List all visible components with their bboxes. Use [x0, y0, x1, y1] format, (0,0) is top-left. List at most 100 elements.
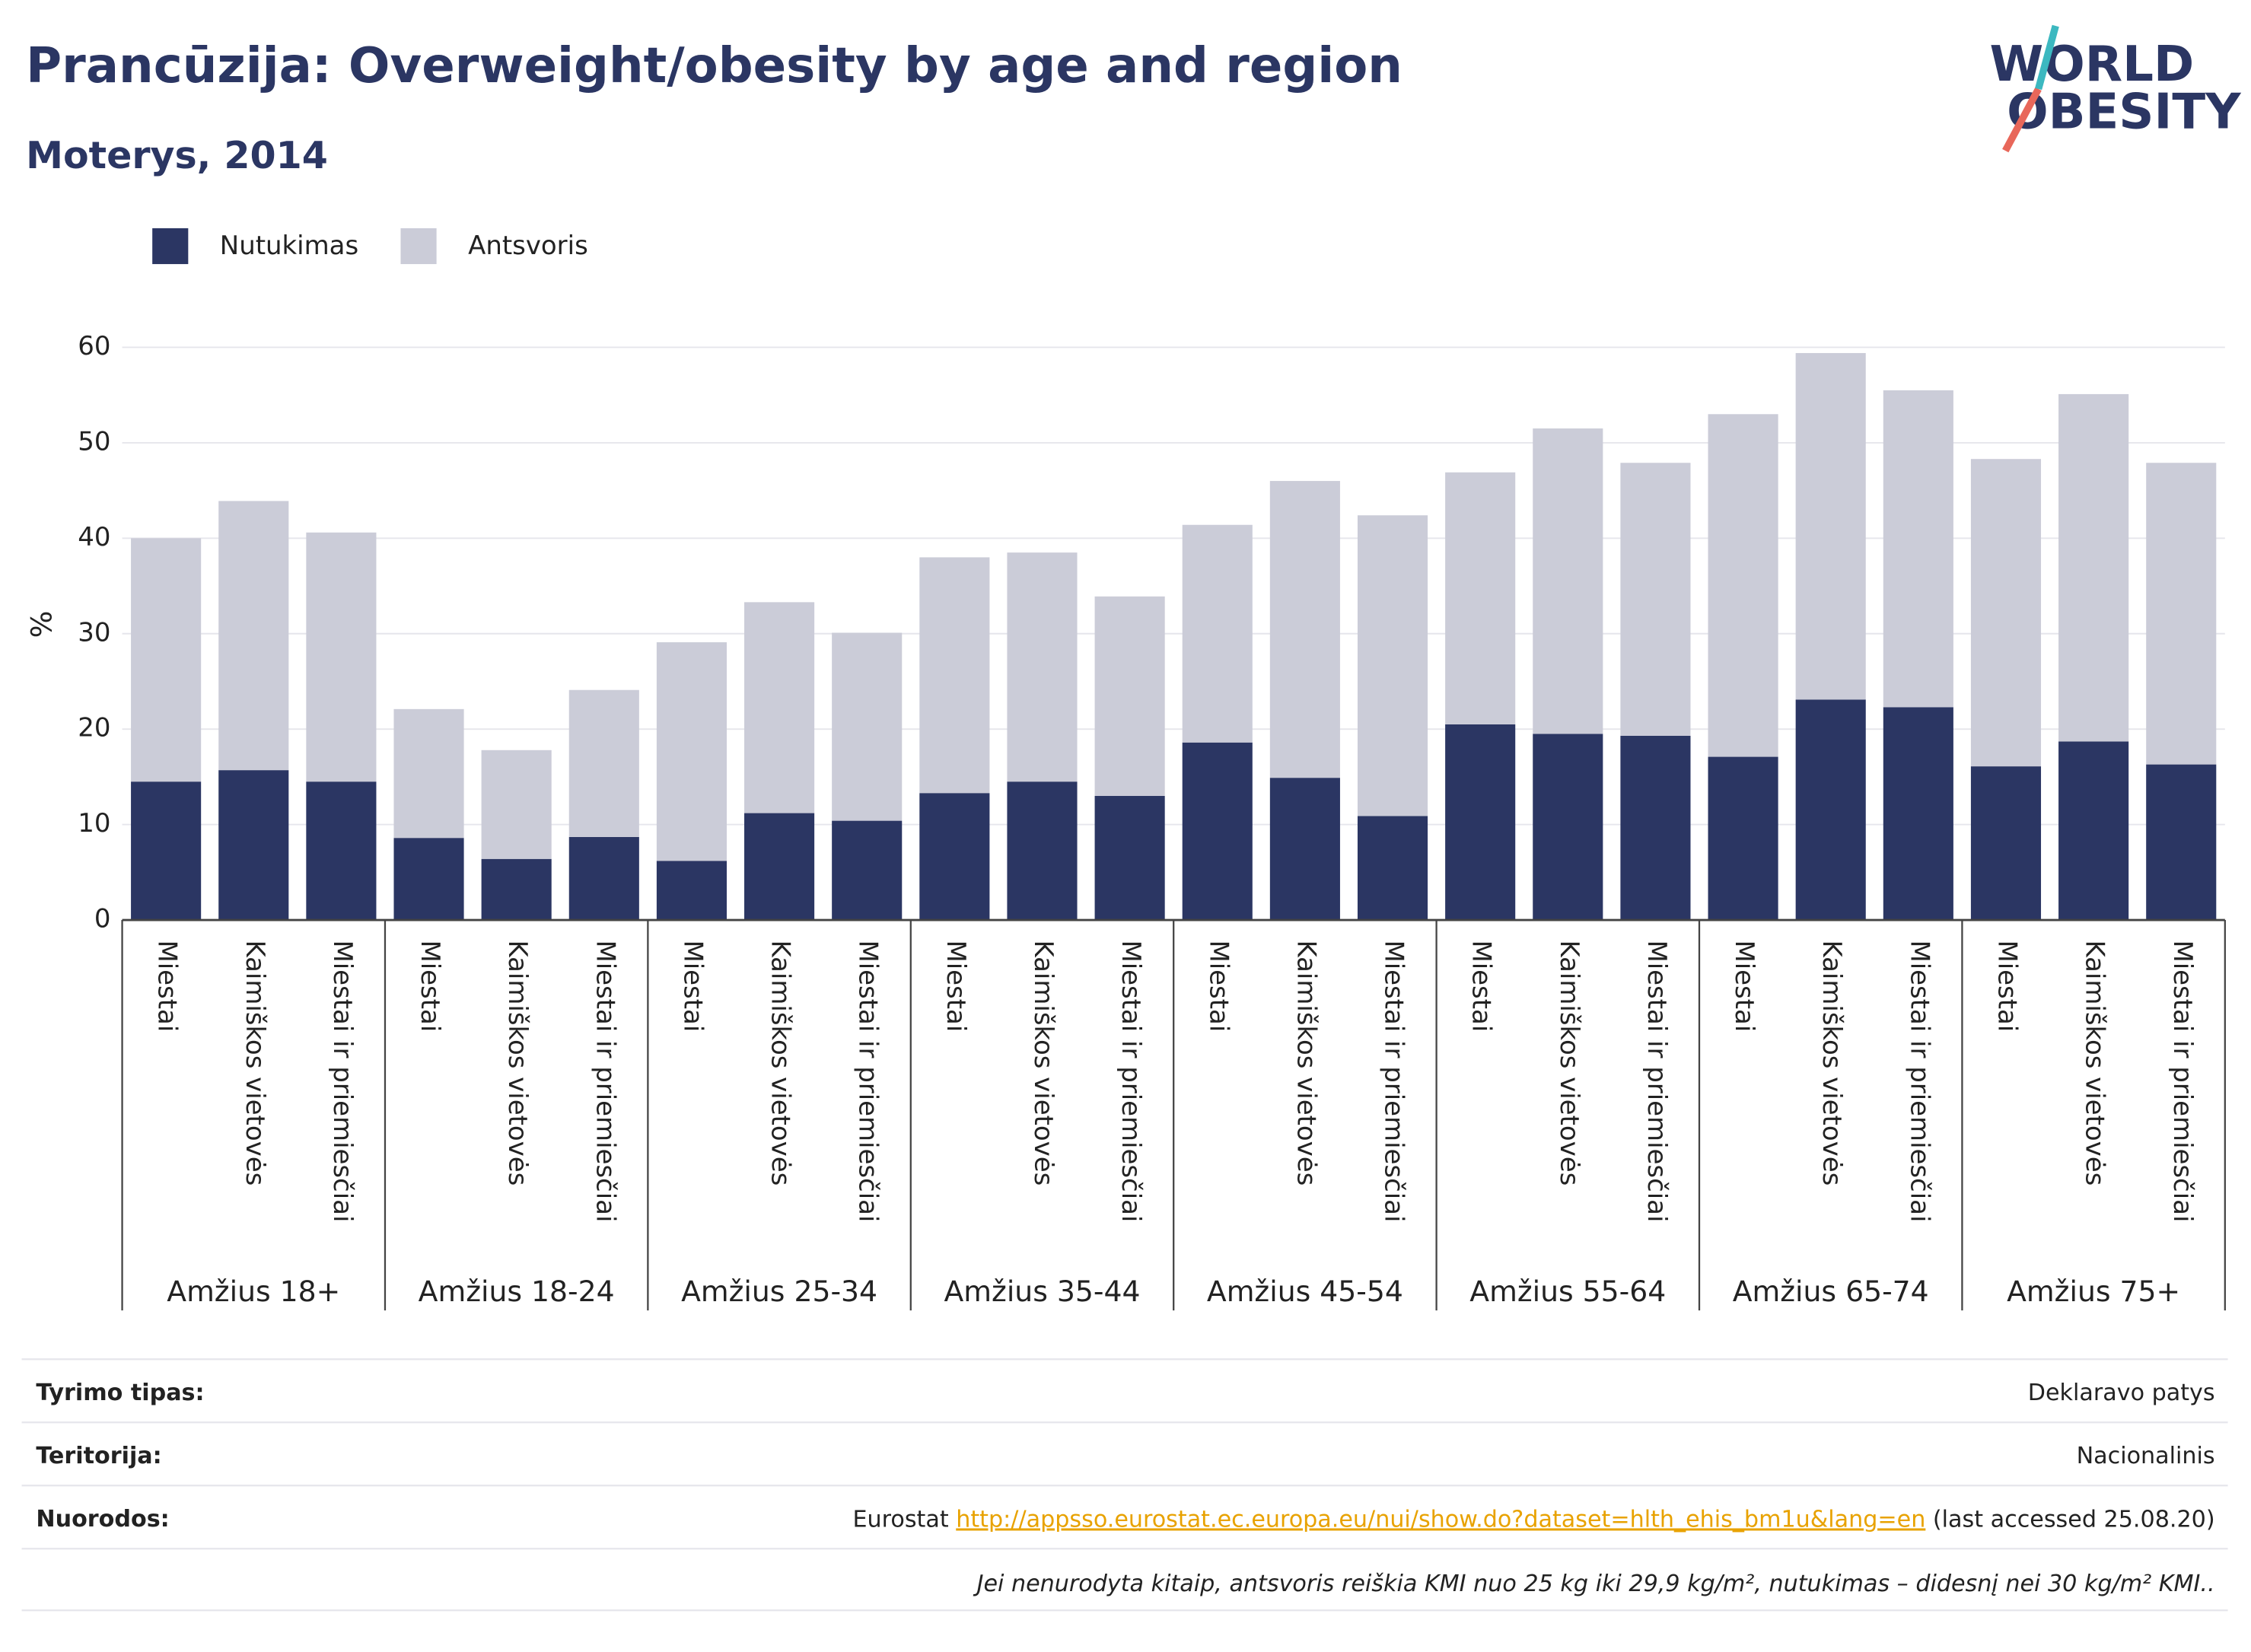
y-tick-label: 50 [78, 426, 110, 457]
x-tick-label: Miestai [677, 940, 708, 1032]
legend-label: Nutukimas [220, 231, 358, 261]
bar-segment [131, 538, 202, 782]
group-label: Amžius 18+ [167, 1275, 340, 1308]
bar-segment [919, 793, 990, 921]
bar-segment [2058, 393, 2129, 742]
footer-value: Nacionalinis [2077, 1443, 2215, 1469]
bar-segment [2058, 741, 2129, 921]
y-axis-label: % [24, 611, 58, 638]
footer-link[interactable]: http://appsso.eurostat.ec.europa.eu/nui/… [956, 1506, 1925, 1533]
bar-segment [1094, 795, 1165, 921]
group-label: Amžius 45-54 [1207, 1275, 1403, 1308]
x-tick-label: Kaimiškos vietovės [1291, 940, 1321, 1186]
bar-segment [1094, 596, 1165, 796]
note: Jei nenurodyta kitaip, antsvoris reiškia… [973, 1571, 2215, 1597]
footer-label: Tyrimo tipas: [36, 1380, 204, 1406]
group-label: Amžius 18-24 [419, 1275, 615, 1308]
bar-segment [1007, 552, 1078, 782]
group-label: Amžius 55-64 [1469, 1275, 1666, 1308]
y-tick-label: 30 [78, 617, 110, 648]
x-tick-label: Miestai ir priemiesčiai [2167, 940, 2198, 1222]
bar-segment [1269, 481, 1340, 778]
logo-text: OBESITY [2007, 83, 2242, 140]
x-tick-label: Kaimiškos vietovės [2080, 940, 2110, 1186]
bar-segment [1620, 735, 1691, 921]
bar-segment [1883, 390, 1953, 708]
bar-segment [1357, 816, 1428, 921]
bar-segment [1620, 463, 1691, 736]
bar-segment [832, 632, 903, 821]
bar-segment [919, 557, 990, 794]
x-tick-label: Miestai ir priemiesčiai [590, 940, 620, 1222]
y-tick-label: 10 [78, 808, 110, 839]
bar-segment [218, 770, 289, 921]
x-tick-label: Miestai [1466, 940, 1497, 1032]
bar-segment [656, 642, 727, 861]
bar-segment [832, 820, 903, 921]
x-tick-label: Miestai [1729, 940, 1759, 1032]
bar-segment [568, 836, 639, 921]
group-label: Amžius 65-74 [1733, 1275, 1929, 1308]
x-tick-label: Miestai [941, 940, 971, 1032]
bar-segment [568, 689, 639, 837]
bar-segment [393, 838, 464, 921]
y-tick-label: 40 [78, 522, 110, 552]
footer-value: Eurostat http://appsso.eurostat.ec.europ… [852, 1506, 2214, 1533]
footer-label: Teritorija: [36, 1443, 161, 1469]
bar-segment [1445, 472, 1516, 724]
bar-segment [481, 858, 552, 921]
bar-segment [1269, 778, 1340, 921]
x-tick-label: Kaimiškos vietovės [502, 940, 533, 1186]
bar-segment [393, 708, 464, 839]
bar-segment [744, 813, 815, 921]
y-tick-label: 20 [78, 713, 110, 743]
footer-label: Nuorodos: [36, 1506, 169, 1533]
y-tick-label: 60 [78, 331, 110, 361]
x-tick-label: Miestai [1992, 940, 2022, 1032]
bar-segment [131, 781, 202, 921]
x-tick-label: Kaimiškos vietovės [1028, 940, 1059, 1186]
legend-swatch [152, 228, 189, 265]
footer-text: Eurostat [852, 1506, 956, 1533]
bar-segment [656, 861, 727, 921]
legend-swatch [400, 228, 437, 265]
bar-segment [1970, 459, 2042, 767]
group-label: Amžius 75+ [2007, 1275, 2180, 1308]
bar-segment [1182, 524, 1253, 743]
footer-text: (last accessed 25.08.20) [1925, 1506, 2214, 1533]
x-tick-label: Miestai [415, 940, 445, 1032]
bar-segment [1795, 352, 1866, 700]
bar-segment [1533, 428, 1603, 734]
bar-segment [2146, 463, 2217, 765]
bar-segment [1007, 781, 1078, 921]
bar-segment [1708, 414, 1778, 757]
bar-segment [306, 781, 377, 921]
bar-segment [1883, 707, 1953, 921]
bar-segment [1708, 756, 1778, 921]
bar-segment [306, 532, 377, 782]
x-tick-label: Kaimiškos vietovės [766, 940, 796, 1186]
chart-subtitle: Moterys, 2014 [26, 133, 328, 177]
x-tick-label: Miestai ir priemiesčiai [1379, 940, 1409, 1222]
bar-segment [1357, 515, 1428, 816]
legend-label: Antsvoris [468, 231, 588, 261]
bar-segment [1795, 699, 1866, 921]
x-tick-label: Miestai ir priemiesčiai [1116, 940, 1146, 1222]
logo-text: WORLD [1989, 36, 2194, 93]
bar-segment [1533, 734, 1603, 921]
group-label: Amžius 25-34 [681, 1275, 877, 1308]
x-tick-label: Kaimiškos vietovės [1554, 940, 1584, 1186]
footer-value: Deklaravo patys [2028, 1380, 2215, 1406]
x-tick-label: Miestai [152, 940, 183, 1032]
x-tick-label: Miestai ir priemiesčiai [853, 940, 884, 1222]
bar-segment [1182, 742, 1253, 921]
x-tick-label: Miestai ir priemiesčiai [327, 940, 358, 1222]
bar-segment [744, 602, 815, 813]
x-tick-label: Miestai ir priemiesčiai [1641, 940, 1672, 1222]
logo-slash [2002, 87, 2042, 153]
x-tick-label: Miestai [1203, 940, 1234, 1032]
bar-segment [218, 501, 289, 771]
logo: WORLD OBESITY [1989, 24, 2242, 153]
